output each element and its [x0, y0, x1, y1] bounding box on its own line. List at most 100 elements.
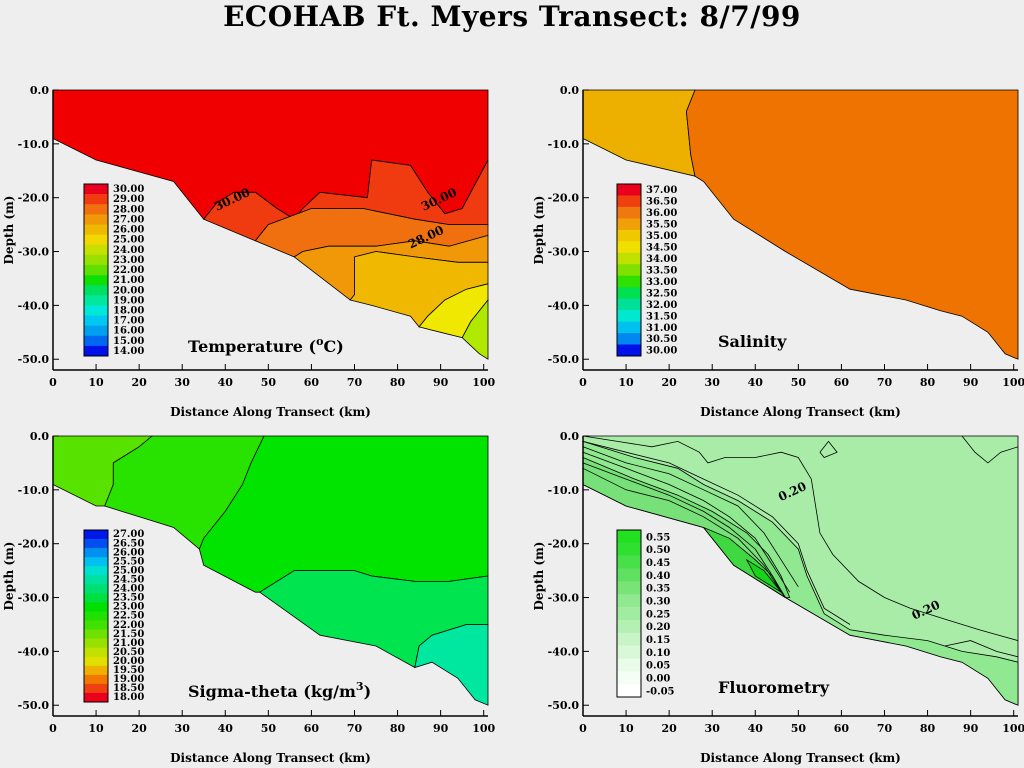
legend-swatch [84, 584, 108, 594]
x-tick-label: 70 [347, 376, 363, 389]
legend-swatch [84, 315, 108, 326]
legend-swatch [617, 684, 641, 698]
contour-line-5 [582, 467, 782, 593]
legend-swatch [617, 607, 641, 621]
legend-swatch [617, 184, 641, 196]
legend-label: 18.50 [113, 683, 144, 694]
legend-label: 24.00 [113, 584, 144, 595]
legend-label: 23.00 [113, 255, 144, 266]
legend-border [83, 183, 109, 357]
legend-swatch [617, 619, 641, 633]
legend-label: 37.00 [646, 185, 677, 196]
legend-swatch [617, 555, 641, 569]
y-tick-label: 0.0 [560, 430, 579, 443]
legend-label: 36.00 [646, 208, 677, 219]
legend-swatch [84, 194, 108, 205]
y-tick-label: -30.0 [18, 592, 50, 605]
x-axis-label: Distance Along Transect (km) [700, 751, 901, 765]
x-tick-label: 60 [304, 722, 320, 735]
legend-label: 0.50 [646, 545, 670, 556]
y-tick-label: -40.0 [548, 645, 580, 658]
legend-swatch [84, 275, 108, 286]
legend-label: 18.00 [113, 692, 144, 703]
legend-label: 26.50 [113, 538, 144, 549]
legend-label: 30.50 [646, 334, 677, 345]
legend-label: 34.50 [646, 243, 677, 254]
legend-label: 21.00 [113, 638, 144, 649]
x-tick-label: 70 [877, 376, 893, 389]
legend-label: 36.50 [646, 197, 677, 208]
legend-swatch [617, 632, 641, 646]
legend-border [83, 529, 109, 703]
legend-label: 25.50 [113, 556, 144, 567]
panel-title: Temperature (oC) [188, 335, 344, 356]
contour-region-5 [414, 624, 489, 706]
legend-swatch [84, 548, 108, 558]
x-tick-label: 90 [963, 376, 979, 389]
legend-label: 23.00 [113, 602, 144, 613]
legend-label: 20.00 [113, 656, 144, 667]
x-axis-label: Distance Along Transect (km) [170, 751, 371, 765]
legend-swatch [84, 264, 108, 276]
legend-swatch [617, 275, 641, 288]
legend-label: 0.20 [646, 622, 670, 633]
legend-border [616, 183, 642, 357]
x-tick-label: 60 [834, 376, 850, 389]
x-tick-label: 50 [261, 376, 277, 389]
contour-line-3 [582, 451, 791, 593]
y-tick-label: 0.0 [30, 84, 49, 97]
legend-label: 26.00 [113, 547, 144, 558]
legend-swatch [617, 298, 641, 311]
contour-line-4 [582, 462, 786, 598]
x-tick-label: 10 [88, 376, 104, 389]
legend-label: 17.00 [113, 316, 144, 327]
legend-label: 0.30 [646, 597, 670, 608]
x-tick-label: 70 [347, 722, 363, 735]
legend-label: 30.00 [646, 346, 677, 357]
legend-label: 0.35 [646, 584, 670, 595]
legend-label: 19.50 [113, 665, 144, 676]
x-tick-label: 0 [49, 376, 57, 389]
legend-label: 30.00 [113, 184, 144, 195]
legend-swatch [84, 305, 108, 316]
legend-label: 25.00 [113, 566, 144, 577]
x-tick-label: 90 [963, 722, 979, 735]
legend-label: 33.50 [646, 265, 677, 276]
legend-swatch [617, 542, 641, 556]
x-tick-label: 50 [791, 722, 807, 735]
panel-title: Salinity [718, 332, 787, 351]
legend-swatch [617, 252, 641, 265]
color-legend: 37.0036.5036.0035.5035.0034.5034.0033.50… [616, 183, 677, 357]
x-tick-label: 40 [218, 376, 234, 389]
legend-label: 33.00 [646, 277, 677, 288]
legend-swatch [84, 638, 108, 648]
legend-swatch [617, 568, 641, 582]
legend-label: 32.00 [646, 300, 677, 311]
color-legend: 0.55 0.50 0.45 0.40 0.35 0.300.25 0.20 0.15 0.10… [616, 529, 675, 698]
x-tick-label: 70 [877, 722, 893, 735]
legend-swatch [84, 656, 108, 667]
legend-swatch [84, 184, 108, 195]
legend-label: -0.05 [646, 686, 675, 697]
legend-label: 26.00 [113, 225, 144, 236]
legend-swatch [84, 557, 108, 567]
x-tick-label: 0 [579, 722, 587, 735]
legend-swatch [84, 204, 108, 215]
y-axis-label: Depth (m) [2, 196, 16, 265]
y-tick-label: -10.0 [18, 138, 50, 151]
legend-label: 28.00 [113, 204, 144, 215]
legend-label: 31.50 [646, 311, 677, 322]
legend-swatch [84, 620, 108, 630]
panel-title: Fluorometry [718, 678, 830, 697]
legend-label: 31.00 [646, 323, 677, 334]
y-tick-label: 0.0 [30, 430, 49, 443]
y-tick-label: -20.0 [18, 192, 50, 205]
legend-swatch [84, 224, 108, 235]
panel-4: 0.200.200 10 20 30 40 50 60 70 80 90 1000.0-10.0-2… [532, 430, 1024, 765]
y-axis-label: Depth (m) [2, 542, 16, 611]
legend-label: 35.50 [646, 220, 677, 231]
legend-swatch [84, 335, 108, 347]
x-tick-label: 20 [131, 376, 147, 389]
contour-line-7 [944, 640, 1019, 658]
